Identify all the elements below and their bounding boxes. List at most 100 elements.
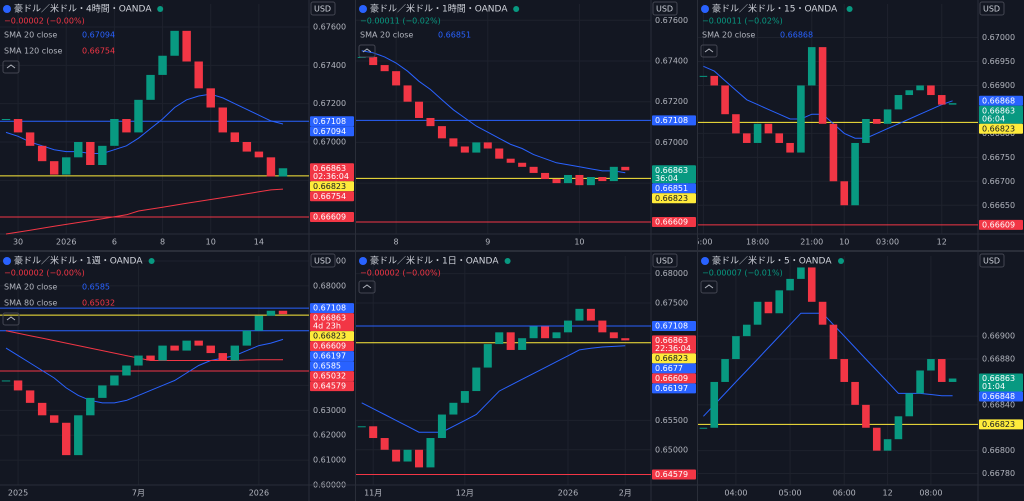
candle bbox=[170, 345, 179, 351]
price-label bbox=[652, 193, 696, 204]
indicator-value: 0.65032 bbox=[82, 299, 115, 308]
y-tick-label: 0.66750 bbox=[982, 153, 1015, 162]
x-tick-label: 21:00 bbox=[800, 238, 823, 247]
candle bbox=[49, 161, 59, 175]
candle bbox=[437, 126, 446, 139]
collapse-button[interactable] bbox=[700, 44, 718, 58]
price-label bbox=[310, 313, 354, 332]
currency-button[interactable] bbox=[310, 253, 336, 268]
currency: USD bbox=[314, 257, 331, 266]
candle bbox=[621, 166, 630, 171]
price-label-text: 0.66868 bbox=[982, 96, 1015, 105]
candle bbox=[122, 365, 131, 376]
collapse-button[interactable] bbox=[2, 60, 20, 74]
y-tick-label: 0.66700 bbox=[982, 177, 1015, 186]
price-label bbox=[979, 105, 1023, 124]
indicator-value: 0.67094 bbox=[82, 31, 115, 40]
candle bbox=[122, 119, 131, 133]
chart-title: 豪ドル／米ドル・5・OANDA bbox=[712, 255, 832, 267]
candle bbox=[110, 119, 119, 146]
candle bbox=[403, 449, 412, 462]
currency-button[interactable] bbox=[310, 1, 336, 16]
countdown: 4d 23h bbox=[313, 322, 341, 331]
candle bbox=[775, 133, 784, 143]
chart-panel: 0.676000.674000.672000.670000.6680089100… bbox=[356, 0, 697, 250]
y-tick-label: 0.65000 bbox=[655, 445, 688, 454]
collapse-button[interactable] bbox=[358, 280, 376, 294]
collapse-button[interactable] bbox=[358, 44, 376, 58]
candle bbox=[415, 101, 424, 118]
candle bbox=[392, 71, 401, 86]
indicator-name: SMA 20 close bbox=[4, 31, 57, 40]
candle bbox=[862, 119, 870, 143]
candle bbox=[840, 359, 849, 382]
candle bbox=[134, 355, 143, 366]
chart-title: 豪ドル／米ドル・1週・OANDA bbox=[14, 255, 143, 267]
chevron-icon bbox=[6, 316, 16, 321]
candle bbox=[170, 30, 179, 56]
y-tick-label: 0.63000 bbox=[313, 406, 346, 415]
x-tick-label: 8 bbox=[160, 238, 165, 247]
price-change: −0.00011 (−0.02%) bbox=[360, 17, 441, 26]
moving-average bbox=[361, 345, 626, 433]
y-tick-label: 0.66800 bbox=[982, 446, 1015, 455]
candle bbox=[194, 340, 203, 346]
y-tick-label: 0.66840 bbox=[982, 400, 1015, 409]
candle bbox=[586, 308, 595, 321]
price-label bbox=[652, 165, 696, 184]
currency-button[interactable] bbox=[652, 1, 678, 16]
candle bbox=[460, 146, 469, 153]
x-tick-label: 5:00 bbox=[698, 238, 712, 247]
candle bbox=[851, 381, 859, 405]
candle bbox=[872, 427, 881, 451]
indicator-name: SMA 80 close bbox=[4, 299, 57, 308]
price-label bbox=[310, 371, 354, 382]
candle bbox=[146, 74, 155, 100]
candle bbox=[883, 439, 892, 451]
candle bbox=[1, 380, 11, 382]
candle bbox=[98, 385, 107, 398]
price-label-text: 0.64579 bbox=[655, 470, 688, 479]
y-tick-label: 0.66880 bbox=[982, 355, 1015, 364]
x-tick-label: 30 bbox=[13, 238, 23, 247]
candle bbox=[916, 370, 924, 394]
chart-panel: 0.66900 0.66880 0.66840 0.66800 0.66780 04:00… bbox=[698, 252, 1024, 501]
candle bbox=[62, 422, 71, 456]
price-label-text: 0.66754 bbox=[313, 192, 346, 201]
candle bbox=[218, 107, 227, 133]
candle bbox=[840, 181, 849, 206]
x-tick-label: 11月 bbox=[364, 489, 382, 498]
currency: USD bbox=[314, 5, 331, 14]
price-label-text: 0.67094 bbox=[313, 127, 346, 136]
candle bbox=[415, 449, 424, 468]
price-label bbox=[652, 363, 696, 374]
candle bbox=[937, 359, 946, 382]
candle bbox=[158, 345, 167, 361]
price-label bbox=[979, 123, 1023, 134]
currency-button[interactable] bbox=[979, 253, 1005, 268]
currency: USD bbox=[656, 5, 673, 14]
y-tick-label: 0.67600 bbox=[655, 16, 688, 25]
collapse-button[interactable] bbox=[700, 280, 718, 294]
chart: 0.68000 0.67500 0.65500 0.65000 11月 12月 2026 2月… bbox=[356, 252, 697, 501]
candle bbox=[206, 88, 215, 108]
price-label bbox=[652, 216, 696, 227]
currency-button[interactable] bbox=[979, 1, 1005, 16]
candle bbox=[786, 278, 794, 291]
price-label bbox=[310, 351, 354, 362]
candle bbox=[764, 301, 773, 314]
candle bbox=[392, 449, 401, 462]
x-tick-label: 12 bbox=[937, 238, 947, 247]
collapse-button[interactable] bbox=[2, 312, 20, 326]
currency-button[interactable] bbox=[652, 253, 678, 268]
chart: 0.690000.680000.640000.630000.620000.610… bbox=[0, 252, 355, 501]
candle bbox=[541, 326, 550, 339]
symbol-icon bbox=[359, 5, 367, 13]
moving-average bbox=[361, 50, 626, 174]
price-label-text: 0.66863 bbox=[982, 374, 1015, 383]
candle bbox=[460, 391, 469, 403]
candle bbox=[254, 315, 264, 331]
candle bbox=[937, 95, 946, 105]
y-tick-label: 0.68000 bbox=[655, 269, 688, 278]
status-dot bbox=[157, 6, 164, 12]
